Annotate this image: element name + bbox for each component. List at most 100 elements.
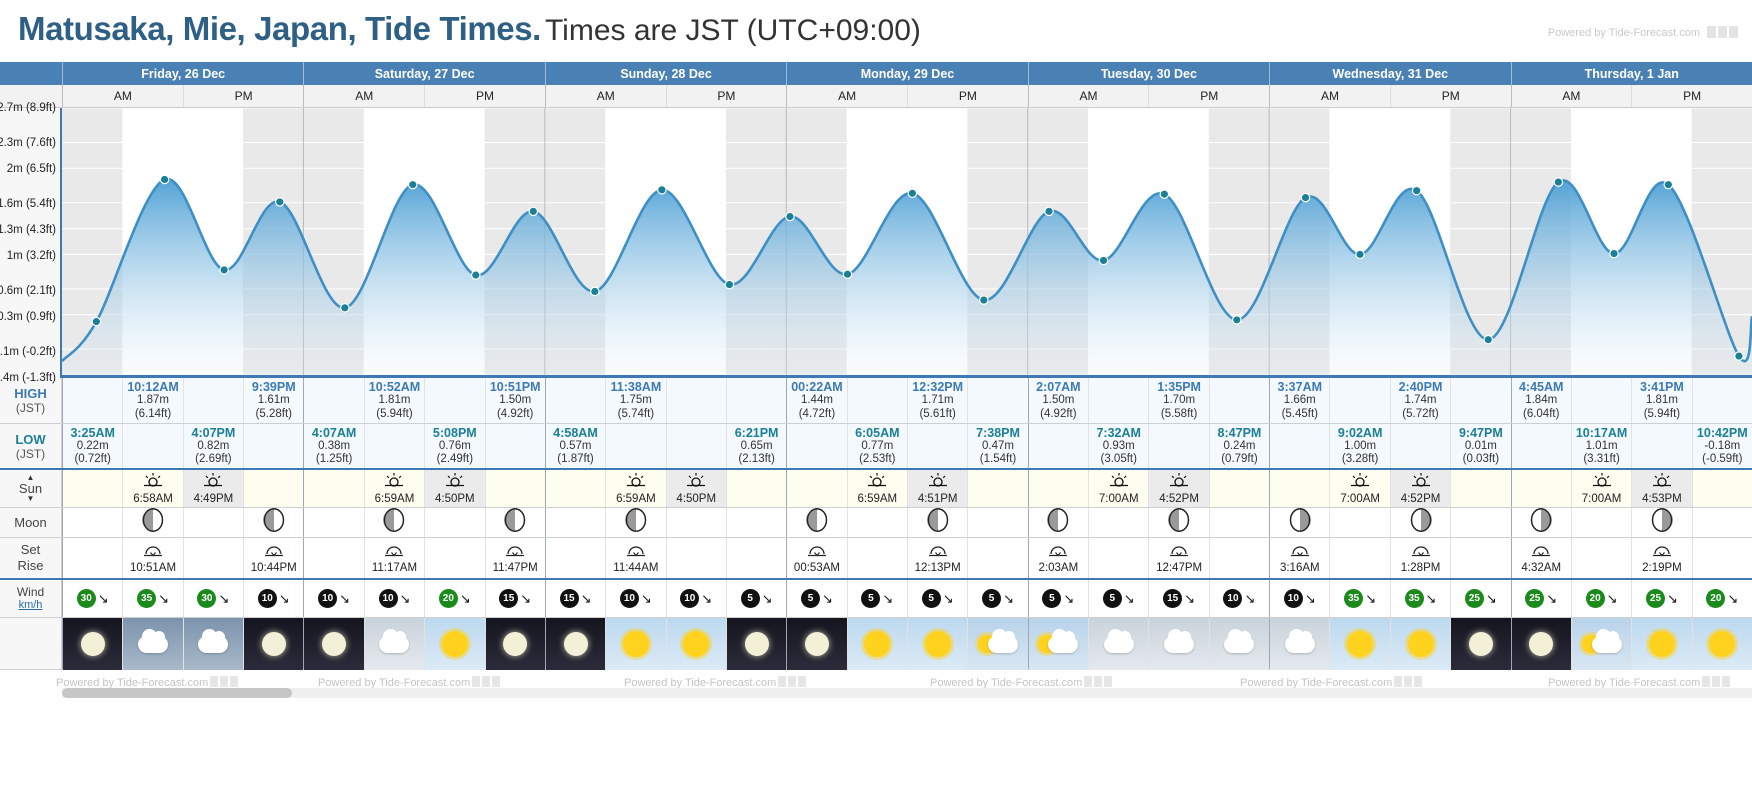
wind-cell: 15 ↘ (1148, 580, 1208, 617)
high-tide-cell: 3:37AM 1.66m (5.45ft) (1270, 378, 1329, 423)
sunrise-icon (626, 472, 646, 492)
sunrise-icon (1350, 472, 1370, 492)
low-tide-cell: 4:58AM 0.57m (1.87ft) (546, 424, 605, 468)
cloud-weather-icon (1224, 628, 1255, 653)
high-tide-time: 10:12AM (127, 380, 179, 395)
moon-weather-icon (503, 632, 528, 656)
weather-day-4 (1027, 618, 1270, 670)
wind-unit-link[interactable]: km/h (18, 599, 43, 612)
moon-cell (122, 508, 182, 537)
moon-setrise-day-4: 2:03AM 12:47PM (1027, 538, 1269, 578)
high-tide-label: HIGH (JST) (0, 378, 62, 423)
moon-cell (484, 508, 545, 537)
high-day-5: 3:37AM 1.66m (5.45ft) 2:40PM 1.74m (5.72ft) (1269, 378, 1510, 423)
low-tide-meters: -0.18m (1704, 439, 1741, 452)
low-tide-meters: 0.47m (982, 439, 1014, 452)
low-tide-meters: 1.01m (1585, 439, 1618, 452)
moonrise-time: 11:44AM (613, 561, 659, 574)
tide-extreme-marker (590, 286, 600, 297)
weather-tile-sun (907, 618, 968, 670)
page-title: Matusaka, Mie, Japan, Tide Times. Times a… (18, 10, 921, 47)
moon-cell (967, 508, 1027, 537)
weather-tile-night-clear (1511, 618, 1571, 670)
wind-direction-arrow-icon: ↘ (882, 590, 894, 606)
moon-phase-icon (1168, 508, 1190, 537)
moon-phase-icon (1047, 508, 1069, 537)
wind-direction-arrow-icon: ↘ (580, 590, 592, 606)
y-tick-3: 1.6m (5.4ft) (0, 197, 56, 210)
wind-direction-arrow-icon: ↘ (278, 590, 290, 606)
horizontal-scrollbar[interactable] (62, 688, 1752, 698)
sun-weather-icon (1347, 631, 1374, 657)
wind-cell: 35 ↘ (122, 580, 182, 617)
moon-setrise-label: Set Rise (0, 538, 62, 578)
sun-cell: 6:59AM (363, 470, 424, 507)
low-tide-feet: (2.13ft) (738, 453, 775, 466)
moon-cell (665, 508, 726, 537)
wind-speed-badge: 10 (680, 589, 700, 608)
low-tide-feet: (3.28ft) (1341, 453, 1379, 466)
y-tick-8: -0.1m (-0.2ft) (0, 345, 56, 358)
ampm-pm-3: PM (906, 85, 1028, 107)
low-tide-time: 4:07PM (191, 425, 236, 440)
high-tide-feet: (5.94ft) (1643, 407, 1681, 420)
wind-speed-badge: 15 (1163, 589, 1183, 608)
low-tide-meters: 0.24m (1223, 439, 1256, 452)
day-header-0: Friday, 26 Dec (62, 62, 303, 85)
wind-speed-badge: 30 (76, 589, 96, 608)
weather-days (62, 618, 1752, 670)
wind-cell: 10 ↘ (1270, 580, 1329, 617)
moon-phase-icon (262, 508, 285, 537)
sun-cell: 6:58AM (122, 470, 182, 507)
tide-extreme-marker (657, 185, 667, 195)
wind-cell: 5 ↘ (1029, 580, 1088, 617)
tide-extreme-marker (1044, 206, 1054, 217)
high-day-0: 10:12AM 1.87m (6.14ft) 9:39PM 1.61m (5.28ft) (62, 378, 303, 423)
high-tide-cell: 11:38AM 1.75m (5.74ft) (605, 378, 665, 423)
high-tide-cell (1691, 378, 1752, 423)
weather-tile-sun (1692, 618, 1752, 670)
weather-cell (1511, 618, 1571, 670)
moon-cell (725, 508, 786, 537)
tide-extreme-marker (907, 188, 918, 199)
high-tide-cell (665, 378, 726, 423)
low-tide-cell (484, 424, 545, 468)
high-tide-time: 2:07AM (1036, 380, 1081, 395)
sun-cell (967, 470, 1027, 507)
scrollbar-thumb[interactable] (62, 688, 292, 698)
high-tide-cell: 12:32PM 1.71m (5.61ft) (906, 378, 967, 423)
low-tide-meters: 1.00m (1344, 439, 1377, 452)
wind-direction-arrow-icon: ↘ (1304, 590, 1316, 606)
sun-cell: 6:59AM (605, 470, 665, 507)
wind-speed-badge: 15 (499, 589, 519, 608)
sun-weather-icon (1407, 631, 1434, 657)
sunrise-time: 6:58AM (133, 492, 173, 505)
low-tide-time: 8:47PM (1217, 425, 1262, 440)
low-tide-cell: 3:25AM 0.22m (0.72ft) (63, 424, 122, 468)
wind-cell: 30 ↘ (182, 580, 243, 617)
moon-weather-icon (1468, 632, 1493, 656)
low-tide-time: 7:38PM (976, 425, 1020, 440)
wind-cell: 25 ↘ (1631, 580, 1691, 617)
sun-cell (725, 470, 786, 507)
moon-phase-icon (805, 508, 828, 537)
tide-extreme-marker (1355, 249, 1365, 260)
low-tide-feet: (3.05ft) (1100, 453, 1137, 466)
low-tide-time: 10:42PM (1696, 425, 1748, 440)
high-tide-feet: (4.92ft) (496, 407, 534, 420)
sunset-time: 4:53PM (1642, 492, 1682, 505)
moonrise-time: 12:47PM (1156, 561, 1203, 574)
wind-cell: 5 ↘ (1088, 580, 1148, 617)
high-tide-meters: 1.87m (137, 394, 170, 407)
wind-direction-arrow-icon: ↘ (1546, 590, 1558, 606)
y-tick-5: 1m (3.2ft) (6, 250, 56, 263)
moon-phase-icon (504, 508, 526, 537)
moonrise-icon (1289, 543, 1311, 562)
weather-cell (1028, 618, 1089, 670)
low-tide-time: 10:17AM (1575, 425, 1628, 440)
low-tide-row: LOW (JST) 3:25AM 0.22m (0.72ft) 4:07PM 0.82m… (0, 424, 1752, 470)
weather-tile-night-clear (244, 618, 304, 670)
sun-cell (1029, 470, 1088, 507)
weather-tile-night-clear (63, 618, 123, 670)
weather-cell (665, 618, 726, 670)
